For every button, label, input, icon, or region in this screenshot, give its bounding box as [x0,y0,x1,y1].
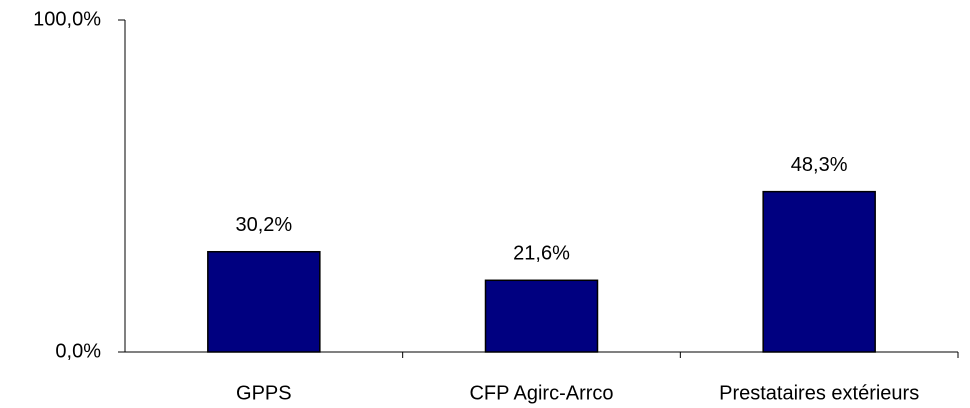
bar [762,190,876,353]
x-tick-label: CFP Agirc-Arrco [469,382,613,404]
x-tick-label: Prestataires extérieurs [719,382,919,404]
y-tick-label: 100,0% [33,8,101,30]
value-label: 30,2% [235,214,292,236]
bar [207,250,321,353]
value-label: 48,3% [791,154,848,176]
x-tick-label: GPPS [236,382,292,404]
bar [484,279,599,353]
value-label: 21,6% [513,243,570,265]
y-tick-label: 0,0% [55,340,101,362]
